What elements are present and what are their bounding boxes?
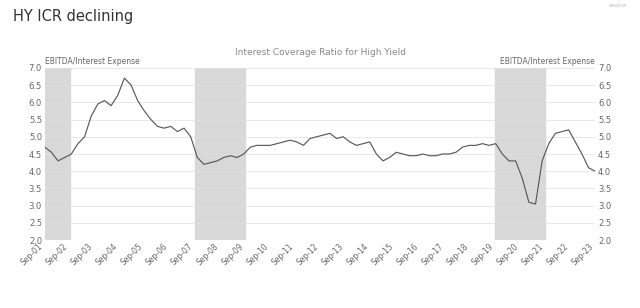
Text: HY ICR declining: HY ICR declining [13, 9, 133, 24]
Text: source: source [609, 3, 627, 8]
Text: Interest Coverage Ratio for High Yield: Interest Coverage Ratio for High Yield [234, 48, 406, 57]
Bar [495, 68, 545, 240]
Bar [45, 68, 70, 240]
Text: EBITDA/Interest Expense: EBITDA/Interest Expense [45, 57, 140, 66]
Text: EBITDA/Interest Expense: EBITDA/Interest Expense [500, 57, 595, 66]
Bar [195, 68, 245, 240]
